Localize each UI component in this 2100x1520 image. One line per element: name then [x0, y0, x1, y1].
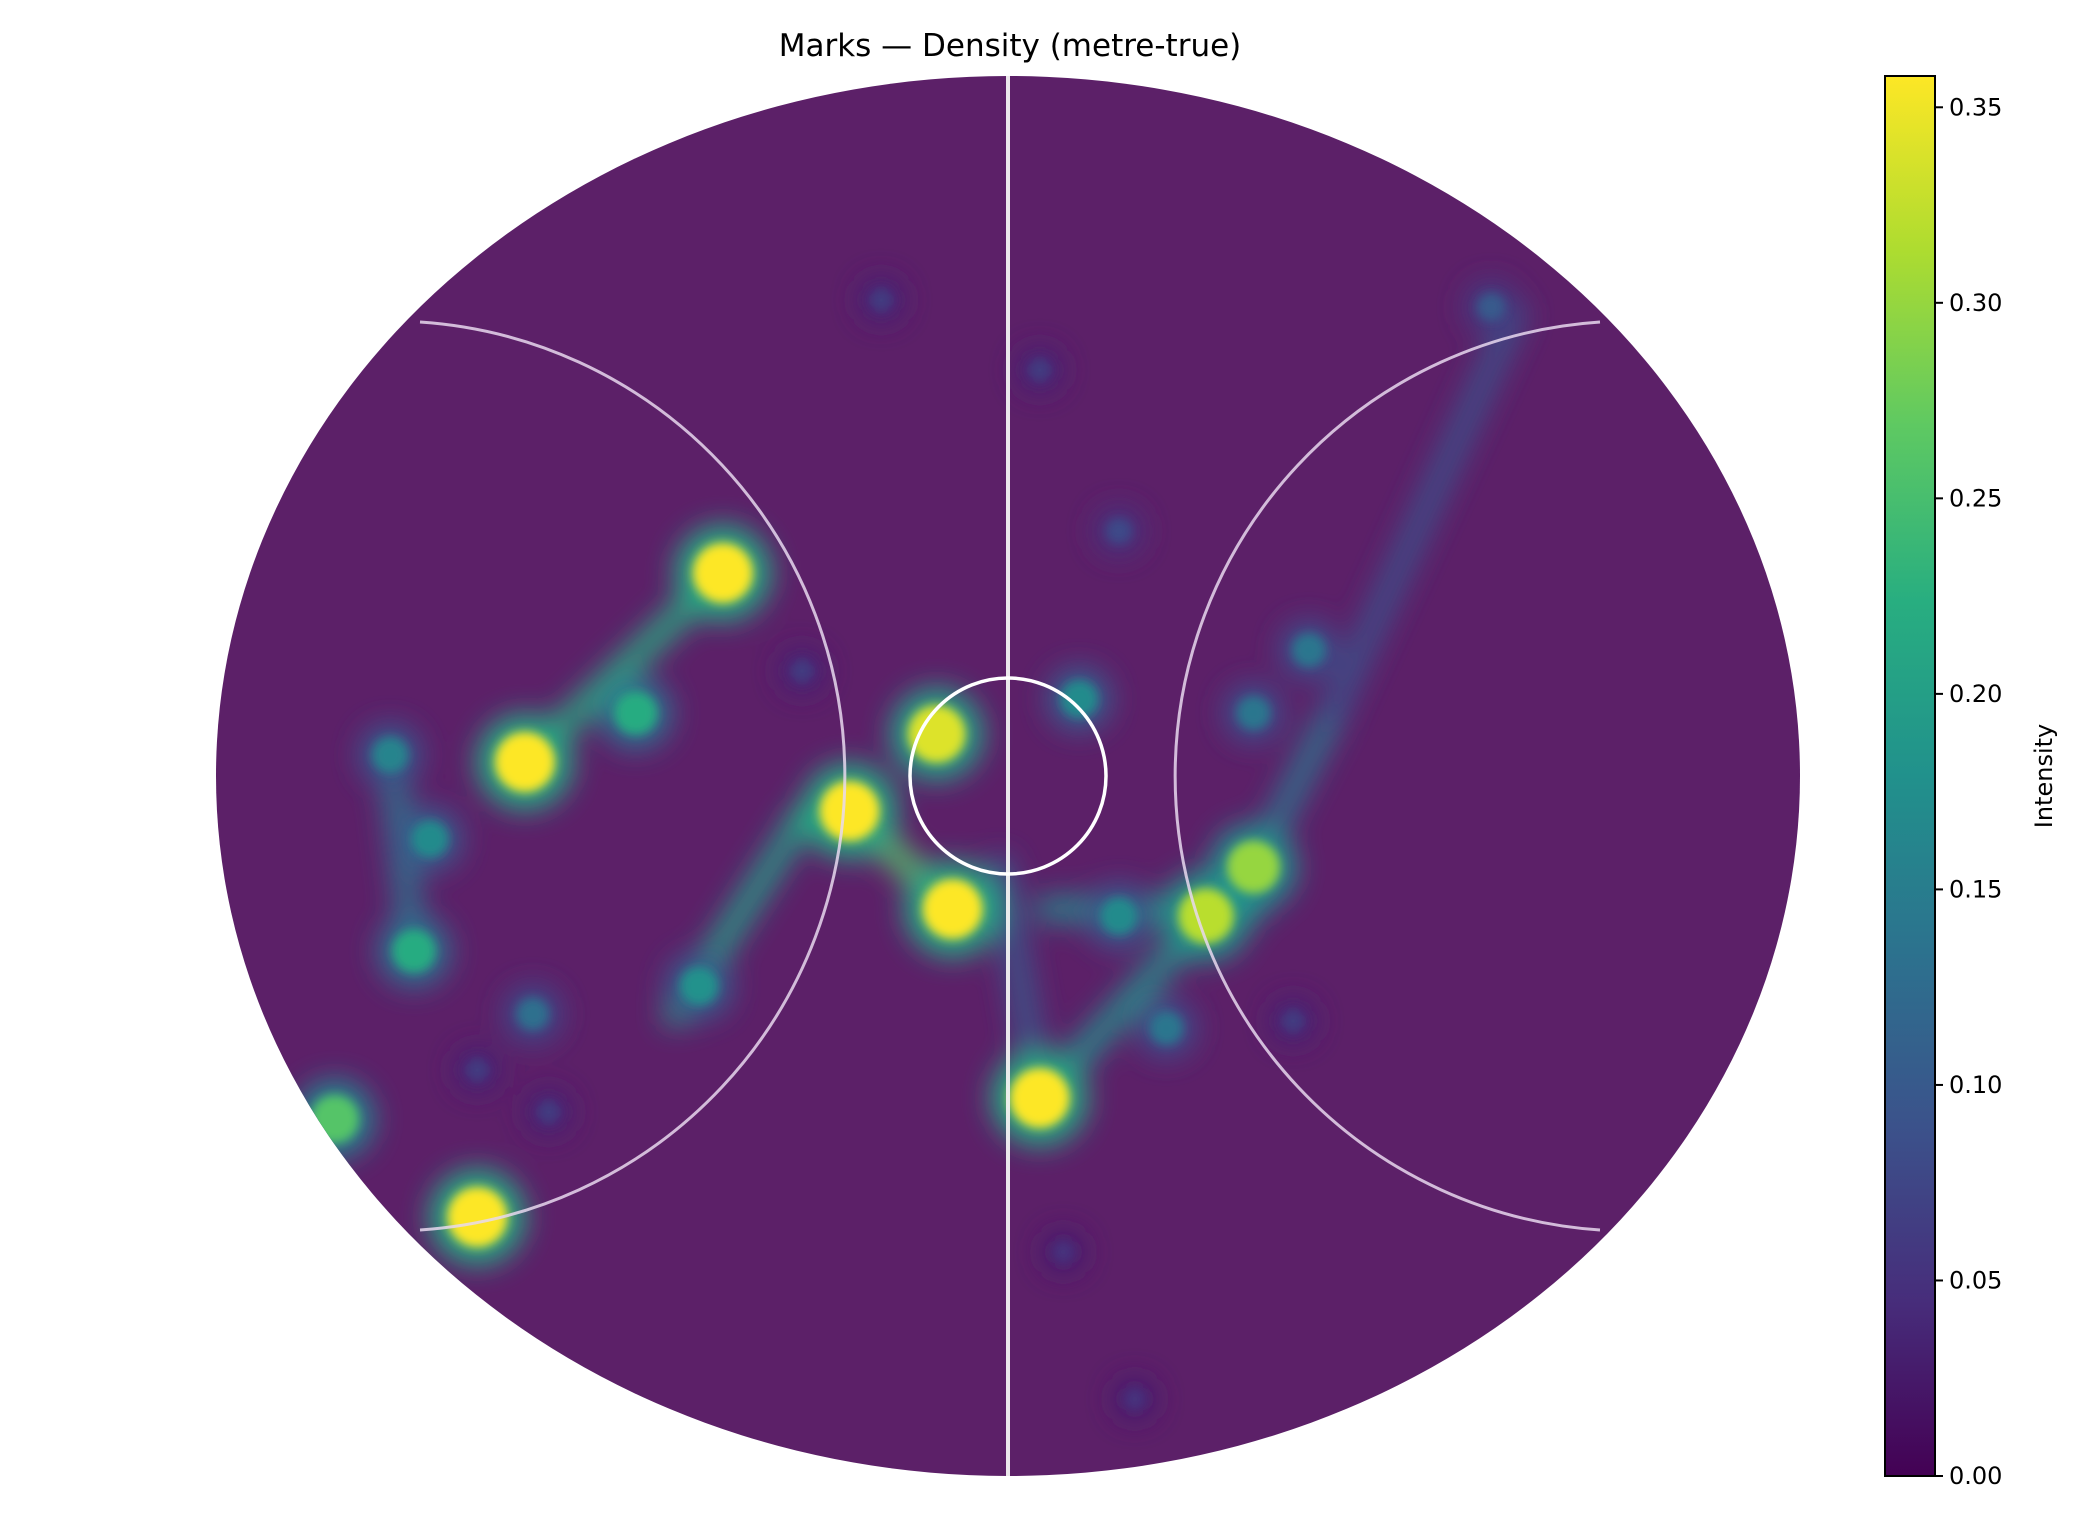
density-hotspot	[1227, 840, 1280, 894]
density-hotspot	[1149, 1011, 1184, 1045]
colorbar-tick-label: 0.30	[1949, 289, 2002, 317]
density-hotspot	[1292, 633, 1326, 667]
colorbar-ticks: 0.00 0.05 0.10 0.15 0.20 0.25 0.30 0.35	[1935, 93, 2002, 1490]
density-hotspot	[516, 998, 549, 1030]
colorbar-tick-label: 0.05	[1949, 1266, 2002, 1294]
density-hotspot	[1123, 1387, 1146, 1411]
density-hotspot	[819, 780, 880, 842]
density-hotspot	[310, 1095, 359, 1143]
left-arc	[419, 320, 847, 1232]
density-hotspot	[614, 691, 658, 735]
density-hotspot	[1236, 696, 1271, 730]
density-hotspot	[680, 966, 719, 1006]
density-hotspot	[1178, 888, 1234, 944]
right-arc	[1173, 320, 1601, 1232]
density-hotspot	[392, 929, 436, 973]
colorbar: 0.00 0.05 0.10 0.15 0.20 0.25 0.30 0.35 Intensi…	[1884, 75, 2058, 1490]
density-core	[310, 288, 1506, 1411]
colorbar-tick-label: 0.20	[1949, 680, 2002, 708]
density-hotspot	[536, 1100, 561, 1124]
density-hotspot	[922, 878, 983, 940]
colorbar-gradient	[1884, 75, 1936, 1477]
centre-circle	[908, 676, 1108, 876]
field-plot	[216, 76, 1800, 1476]
density-hotspot	[1476, 292, 1506, 322]
density-hotspot	[1281, 1009, 1305, 1033]
density-hotspot	[1052, 1240, 1075, 1264]
density-hotspot	[869, 288, 893, 312]
density-hotspot	[1060, 680, 1098, 718]
density-hotspot	[372, 737, 409, 773]
density-ridge	[1319, 301, 1528, 726]
density-hotspot	[1009, 1067, 1070, 1129]
density-hotspot	[692, 542, 754, 604]
colorbar-tick-label: 0.15	[1949, 875, 2002, 903]
density-hotspot	[790, 659, 814, 683]
density-hotspot	[465, 1058, 490, 1082]
density-heat-layer	[295, 276, 1528, 1422]
density-hotspot	[494, 731, 556, 793]
density-hotspot	[1105, 518, 1132, 544]
chart-title: Marks — Density (metre-true)	[779, 28, 1242, 64]
density-hotspot	[907, 705, 966, 763]
colorbar-tick-label: 0.00	[1949, 1462, 2002, 1490]
field-markings	[419, 76, 1601, 1476]
colorbar-tick-label: 0.25	[1949, 484, 2002, 512]
colorbar-tick-label: 0.35	[1949, 93, 2002, 121]
colorbar-tick-label: 0.10	[1949, 1071, 2002, 1099]
colorbar-label: Intensity	[2030, 724, 2058, 828]
density-hotspot	[411, 820, 449, 858]
density-hotspot	[1100, 897, 1138, 935]
density-hotspot	[447, 1186, 508, 1248]
density-hotspot	[1027, 358, 1052, 382]
